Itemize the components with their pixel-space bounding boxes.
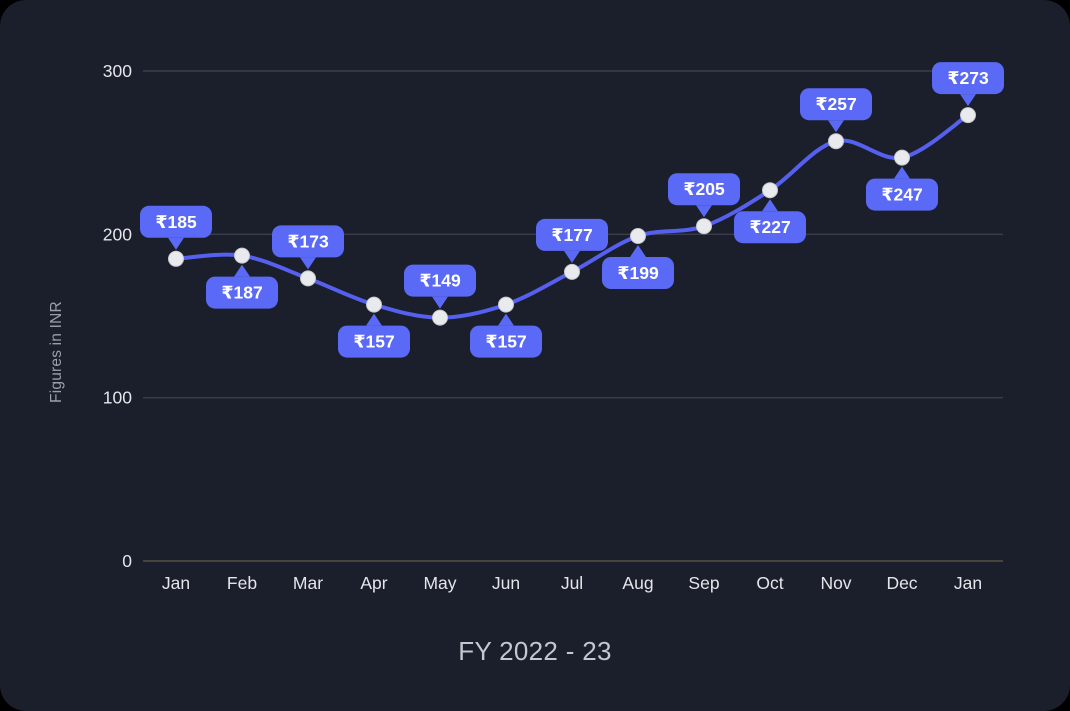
x-tick-label: Apr bbox=[360, 573, 387, 593]
badge-arrow bbox=[432, 296, 448, 309]
badge-box bbox=[866, 178, 938, 211]
value-badge: ₹257 bbox=[800, 88, 872, 133]
data-point[interactable] bbox=[696, 218, 712, 235]
x-tick-label: Aug bbox=[622, 573, 653, 593]
x-tick-label: May bbox=[423, 573, 456, 593]
badge-label: ₹149 bbox=[419, 271, 461, 291]
data-point[interactable] bbox=[630, 228, 646, 244]
badge-arrow bbox=[960, 94, 976, 107]
badge-box bbox=[404, 264, 476, 297]
x-tick-label: Jan bbox=[954, 573, 982, 593]
badge-label: ₹157 bbox=[353, 332, 394, 352]
x-tick-label: Jan bbox=[162, 573, 190, 593]
data-point[interactable] bbox=[828, 133, 844, 150]
x-tick-label: Sep bbox=[688, 573, 719, 593]
badge-box bbox=[536, 218, 608, 251]
data-point[interactable] bbox=[894, 149, 910, 166]
y-tick-label: 0 bbox=[122, 551, 132, 571]
badge-arrow bbox=[300, 257, 316, 270]
badge-label: ₹227 bbox=[749, 217, 790, 237]
badge-arrow bbox=[366, 313, 382, 326]
chart-title: FY 2022 - 23 bbox=[458, 636, 612, 666]
badge-box bbox=[140, 205, 212, 238]
x-tick-label: Jul bbox=[561, 573, 583, 593]
value-badge: ₹149 bbox=[404, 264, 476, 309]
badge-box bbox=[206, 276, 278, 309]
badge-arrow bbox=[564, 250, 580, 263]
badge-label: ₹157 bbox=[485, 332, 526, 352]
value-badge: ₹177 bbox=[536, 218, 608, 263]
badge-label: ₹173 bbox=[287, 231, 329, 251]
badge-arrow bbox=[762, 199, 778, 212]
data-point[interactable] bbox=[300, 270, 316, 287]
badge-label: ₹273 bbox=[947, 68, 989, 88]
badge-label: ₹257 bbox=[815, 94, 856, 114]
badge-label: ₹199 bbox=[617, 263, 659, 283]
badge-arrow bbox=[630, 245, 646, 257]
badge-box bbox=[734, 211, 806, 244]
badge-box bbox=[602, 257, 674, 289]
value-badge: ₹227 bbox=[734, 199, 806, 244]
y-tick-label: 300 bbox=[103, 61, 132, 81]
data-point[interactable] bbox=[960, 107, 976, 124]
x-tick-label: Feb bbox=[227, 573, 257, 593]
value-badge: ₹185 bbox=[140, 205, 212, 250]
x-tick-label: Mar bbox=[293, 573, 323, 593]
value-badge: ₹205 bbox=[668, 173, 740, 218]
data-point[interactable] bbox=[498, 296, 514, 313]
badge-arrow bbox=[234, 264, 250, 277]
badge-label: ₹247 bbox=[881, 185, 922, 205]
badge-arrow bbox=[498, 313, 514, 326]
value-badge: ₹247 bbox=[866, 166, 938, 211]
badge-box bbox=[338, 325, 410, 358]
value-badge: ₹173 bbox=[272, 225, 344, 270]
series-line bbox=[174, 113, 970, 320]
data-point[interactable] bbox=[564, 263, 580, 280]
y-tick-label: 100 bbox=[103, 388, 132, 408]
y-tick-label: 200 bbox=[103, 224, 132, 244]
data-point[interactable] bbox=[762, 182, 778, 199]
badge-arrow bbox=[168, 237, 184, 250]
badge-label: ₹205 bbox=[683, 179, 725, 199]
data-point[interactable] bbox=[366, 296, 382, 313]
badge-box bbox=[272, 225, 344, 258]
data-point[interactable] bbox=[432, 309, 448, 326]
y-axis-title: Figures in INR bbox=[48, 301, 65, 403]
x-tick-label: Nov bbox=[820, 573, 851, 593]
value-badge: ₹273 bbox=[932, 62, 1004, 107]
badge-box bbox=[668, 173, 740, 206]
badge-label: ₹185 bbox=[155, 212, 197, 232]
data-point[interactable] bbox=[168, 250, 184, 267]
value-badge: ₹157 bbox=[470, 313, 542, 358]
x-tick-label: Jun bbox=[492, 573, 520, 593]
badge-box bbox=[932, 62, 1004, 95]
badge-arrow bbox=[696, 205, 712, 218]
x-tick-label: Dec bbox=[886, 573, 917, 593]
badge-box bbox=[470, 325, 542, 358]
value-badge: ₹157 bbox=[338, 313, 410, 358]
badge-arrow bbox=[828, 120, 844, 133]
badge-label: ₹187 bbox=[221, 283, 262, 303]
data-point[interactable] bbox=[234, 247, 250, 264]
badge-label: ₹177 bbox=[551, 225, 592, 245]
badge-arrow bbox=[894, 166, 910, 179]
value-badge: ₹187 bbox=[206, 264, 278, 309]
badge-box bbox=[800, 88, 872, 121]
value-badge: ₹199 bbox=[602, 245, 674, 289]
x-tick-label: Oct bbox=[756, 573, 783, 593]
